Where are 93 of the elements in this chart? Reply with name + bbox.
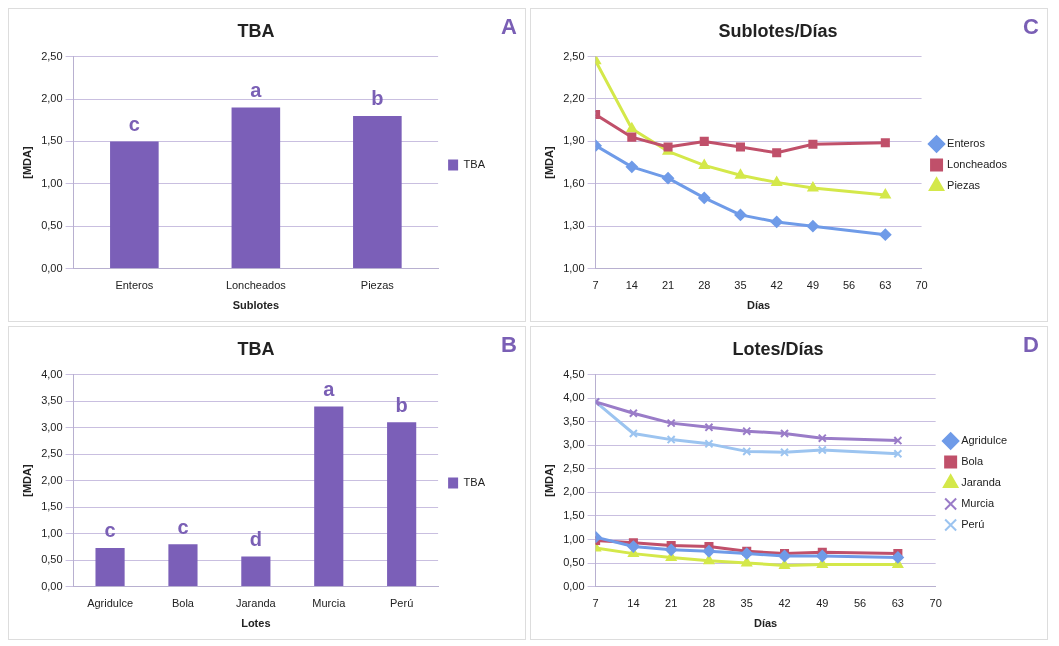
x-tick-label: 14 <box>625 279 638 292</box>
chart-title: TBA <box>237 20 275 41</box>
legend-label: TBA <box>463 158 486 171</box>
y-tick-label: 1,50 <box>41 134 63 147</box>
chart-title: TBA <box>237 338 275 359</box>
legend-label: Jaranda <box>961 476 1002 489</box>
y-tick-label: 3,00 <box>563 438 585 451</box>
x-tick-label: 35 <box>734 279 747 292</box>
x-tick-label: 49 <box>806 279 820 292</box>
x-tick-label: 56 <box>853 597 867 610</box>
x-tick-label: 7 <box>592 279 599 292</box>
x-tick-label: Agridulce <box>87 597 133 610</box>
y-axis-title: [MDA] <box>542 146 555 179</box>
x-axis-title: Días <box>746 299 771 312</box>
y-tick-label: 3,00 <box>41 420 63 433</box>
annotation: b <box>371 87 384 110</box>
annotation: b <box>395 393 408 416</box>
x-tick-label: Bola <box>171 597 195 610</box>
x-tick-label: 21 <box>661 279 675 292</box>
x-tick-label: Loncheados <box>225 279 287 292</box>
y-axis-title: [MDA] <box>542 464 555 497</box>
y-tick-label: 1,90 <box>563 134 585 147</box>
y-tick-label: 1,00 <box>563 532 585 545</box>
y-tick-label: 1,00 <box>41 176 63 189</box>
x-tick-label: Piezas <box>360 279 395 292</box>
y-tick-label: 3,50 <box>563 414 585 427</box>
y-axis-title: [MDA] <box>20 146 33 179</box>
chart-title: Sublotes/Días <box>718 20 838 41</box>
x-tick-label: 21 <box>665 597 678 610</box>
y-tick-label: 0,50 <box>563 556 585 569</box>
x-tick-label: 63 <box>891 597 904 610</box>
y-axis-title: [MDA] <box>20 464 33 497</box>
y-tick-label: 0,00 <box>41 261 63 274</box>
y-tick-label: 2,50 <box>41 447 63 460</box>
y-tick-label: 0,50 <box>41 553 63 566</box>
annotation: c <box>177 515 189 538</box>
y-tick-label: 2,50 <box>563 461 585 474</box>
chart-title: Lotes/Días <box>732 338 824 359</box>
legend-label: Murcia <box>961 497 996 510</box>
x-tick-label: 35 <box>740 597 753 610</box>
x-axis-title: Lotes <box>241 617 271 630</box>
y-tick-label: 2,50 <box>41 49 63 62</box>
legend-label: TBA <box>463 476 486 489</box>
y-tick-label: 0,00 <box>563 579 585 592</box>
annotation: a <box>323 377 336 400</box>
x-tick-label: Jaranda <box>235 597 277 610</box>
y-tick-label: 1,50 <box>41 500 63 513</box>
x-tick-label: 7 <box>592 597 599 610</box>
y-tick-label: 0,50 <box>41 219 63 232</box>
y-tick-label: 4,00 <box>563 391 585 404</box>
x-tick-label: 56 <box>843 279 856 292</box>
y-tick-label: 2,00 <box>41 92 63 105</box>
x-tick-label: 70 <box>915 279 928 292</box>
y-tick-label: 1,50 <box>563 508 585 521</box>
annotation: c <box>128 112 140 135</box>
y-tick-label: 2,50 <box>563 49 585 62</box>
y-tick-label: 1,60 <box>563 176 585 189</box>
x-tick-label: 63 <box>879 279 892 292</box>
legend-label: Perú <box>961 518 985 531</box>
y-tick-label: 2,20 <box>563 92 585 105</box>
legend-label: Bola <box>961 455 985 468</box>
y-tick-label: 2,00 <box>563 485 585 498</box>
legend-label: Piezas <box>947 179 981 192</box>
text: A <box>501 14 518 40</box>
x-axis-title: Sublotes <box>232 299 280 312</box>
y-tick-label: 2,00 <box>41 473 63 486</box>
text: B <box>501 332 517 358</box>
y-tick-label: 1,00 <box>41 526 63 539</box>
legend-label: Agridulce <box>961 434 1007 447</box>
annotation: c <box>104 519 116 542</box>
text: C <box>1023 14 1040 40</box>
x-tick-label: Murcia <box>312 597 347 610</box>
x-tick-label: 42 <box>778 597 791 610</box>
y-tick-label: 1,30 <box>563 219 585 232</box>
x-tick-label: Perú <box>390 597 414 610</box>
x-tick-label: 14 <box>627 597 640 610</box>
annotation: d <box>249 527 262 550</box>
x-axis-title: Días <box>754 617 778 630</box>
text: D <box>1023 332 1039 358</box>
y-tick-label: 3,50 <box>41 394 63 407</box>
y-tick-label: 1,00 <box>563 261 585 274</box>
x-tick-label: 28 <box>702 597 716 610</box>
legend-label: Loncheados <box>947 158 1008 171</box>
y-tick-label: 4,50 <box>563 367 585 380</box>
x-tick-label: 42 <box>770 279 783 292</box>
x-tick-label: 49 <box>816 597 829 610</box>
y-tick-label: 4,00 <box>41 367 63 380</box>
x-tick-label: Enteros <box>115 279 154 292</box>
y-tick-label: 0,00 <box>41 579 63 592</box>
x-tick-label: 70 <box>929 597 942 610</box>
annotation: a <box>250 79 263 101</box>
legend-label: Enteros <box>947 137 986 150</box>
x-tick-label: 28 <box>698 279 711 292</box>
